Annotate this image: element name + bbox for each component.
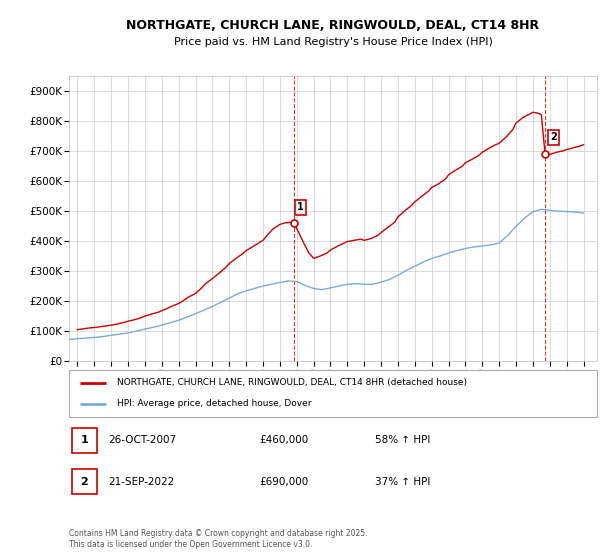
Text: 2: 2 [550,132,557,142]
Text: 21-SEP-2022: 21-SEP-2022 [109,477,175,487]
Text: 1: 1 [80,435,88,445]
Text: 37% ↑ HPI: 37% ↑ HPI [375,477,431,487]
Text: 1: 1 [297,202,304,212]
Text: 2: 2 [80,477,88,487]
Text: £460,000: £460,000 [259,435,308,445]
Text: NORTHGATE, CHURCH LANE, RINGWOULD, DEAL, CT14 8HR: NORTHGATE, CHURCH LANE, RINGWOULD, DEAL,… [127,18,539,32]
Text: HPI: Average price, detached house, Dover: HPI: Average price, detached house, Dove… [116,399,311,408]
FancyBboxPatch shape [69,370,597,417]
Text: Contains HM Land Registry data © Crown copyright and database right 2025.
This d: Contains HM Land Registry data © Crown c… [69,529,367,549]
FancyBboxPatch shape [71,469,97,494]
Text: 26-OCT-2007: 26-OCT-2007 [109,435,177,445]
Text: £690,000: £690,000 [259,477,308,487]
FancyBboxPatch shape [71,427,97,452]
Text: NORTHGATE, CHURCH LANE, RINGWOULD, DEAL, CT14 8HR (detached house): NORTHGATE, CHURCH LANE, RINGWOULD, DEAL,… [116,379,467,388]
Text: 58% ↑ HPI: 58% ↑ HPI [375,435,431,445]
Text: Price paid vs. HM Land Registry's House Price Index (HPI): Price paid vs. HM Land Registry's House … [173,37,493,47]
